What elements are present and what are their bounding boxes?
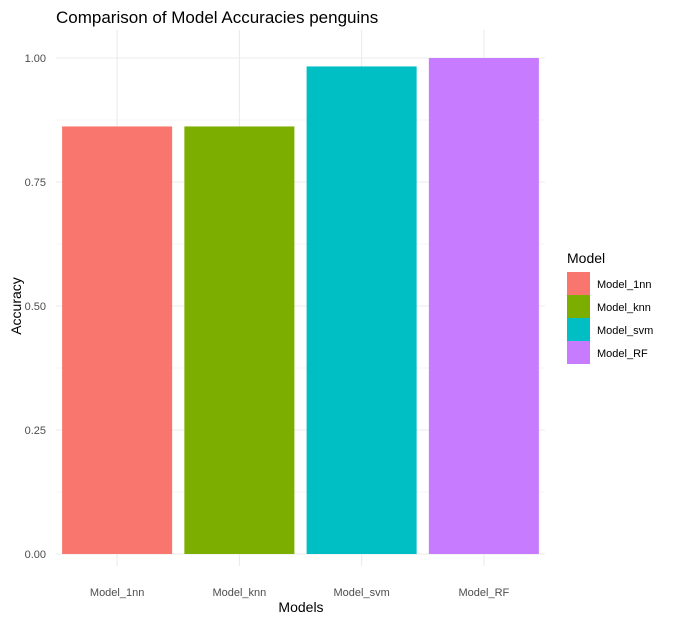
legend-label: Model_knn	[597, 302, 651, 314]
y-tick-label: 1.00	[25, 53, 46, 65]
y-axis-label: Accuracy	[8, 277, 24, 335]
bars	[62, 58, 539, 554]
y-axis-ticks: 0.00 0.25 0.50 0.75 1.00	[25, 53, 46, 561]
bar-model-rf	[428, 58, 539, 554]
x-axis-label: Models	[278, 599, 323, 615]
legend-label: Model_svm	[597, 325, 653, 337]
legend-swatch	[567, 272, 590, 295]
legend-title: Model	[567, 250, 605, 266]
y-tick-label: 0.75	[25, 177, 46, 189]
x-tick-label: Model_1nn	[90, 587, 144, 599]
y-tick-label: 0.00	[25, 549, 46, 561]
legend-label: Model_RF	[597, 348, 648, 360]
bar-model-svm	[306, 66, 417, 554]
legend-entries: Model_1nn Model_knn Model_svm Model_RF	[567, 272, 653, 364]
legend-swatch	[567, 295, 590, 318]
legend-swatch	[567, 341, 590, 364]
chart-title: Comparison of Model Accuracies penguins	[56, 8, 378, 27]
x-tick-label: Model_svm	[334, 587, 390, 599]
bar-model-knn	[184, 126, 295, 554]
bar-model-1nn	[62, 126, 173, 554]
x-tick-label: Model_RF	[459, 587, 510, 599]
y-tick-label: 0.25	[25, 425, 46, 437]
legend-swatch	[567, 318, 590, 341]
x-axis-ticks: Model_1nn Model_knn Model_svm Model_RF	[90, 587, 510, 599]
legend-label: Model_1nn	[597, 279, 651, 291]
legend: Model Model_1nn Model_knn Model_svm Model_R…	[567, 250, 653, 364]
x-tick-label: Model_knn	[212, 587, 266, 599]
y-tick-label: 0.50	[25, 301, 46, 313]
